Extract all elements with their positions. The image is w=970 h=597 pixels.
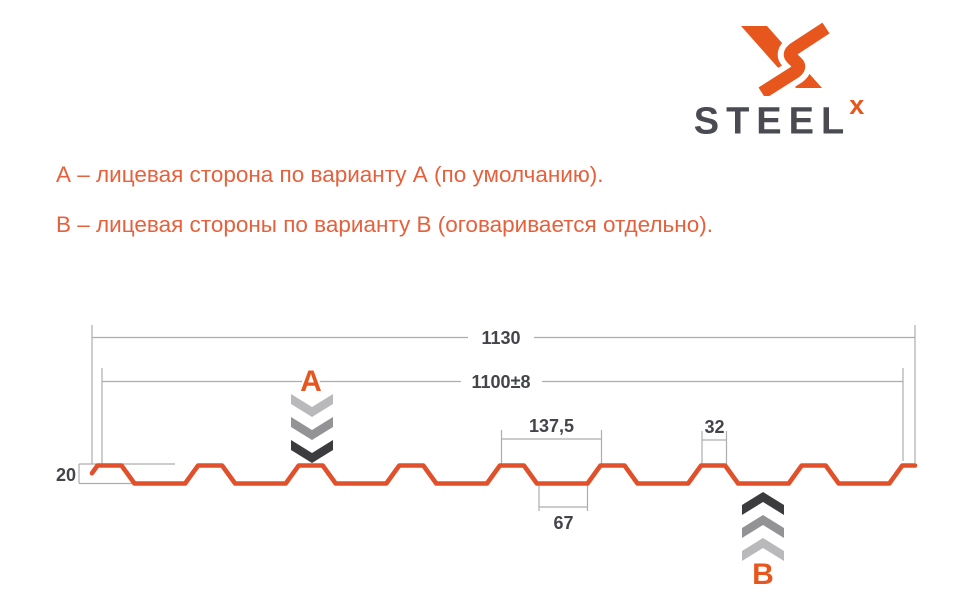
brand-name: STEEL [693,100,852,143]
chevron-down-icon [291,417,333,440]
chevron-down-icon [291,394,333,417]
dim-useful-width: 1100±8 [101,368,904,464]
dim-rib-pitch: 137,5 [500,416,603,464]
dim-rib-top-label: 32 [704,417,724,437]
dim-useful-width-label: 1100±8 [472,372,531,392]
dim-rib-top: 32 [701,417,728,464]
chevron-up-icon [742,515,784,538]
side-b-letter: В [752,558,774,591]
dim-profile-height-label: 20 [56,465,76,485]
dim-rib-bottom-label: 67 [553,513,573,533]
brand-wordmark: STEELx [655,92,905,143]
dim-overall-width-label: 1130 [481,328,520,348]
profile-line [89,463,918,486]
dim-rib-bottom: 67 [538,484,589,533]
note-variant-a: А – лицевая сторона по варианту А (по ум… [56,162,604,187]
brand-x-mark-icon [741,17,833,96]
side-a-letter: А [300,365,322,398]
chevron-up-icon [742,538,784,561]
side-b-marker: В [742,492,784,593]
chevron-down-icon [291,440,333,463]
chevron-up-icon [742,492,784,515]
dim-overall-width: 1130 [91,325,916,464]
dim-rib-pitch-label: 137,5 [529,416,574,436]
brand-superscript-x: x [849,90,865,120]
brand-logo: STEELx [655,12,905,141]
note-variant-b: В – лицевая стороны по варианту В (огова… [56,212,713,237]
side-a-marker: А [291,363,333,463]
